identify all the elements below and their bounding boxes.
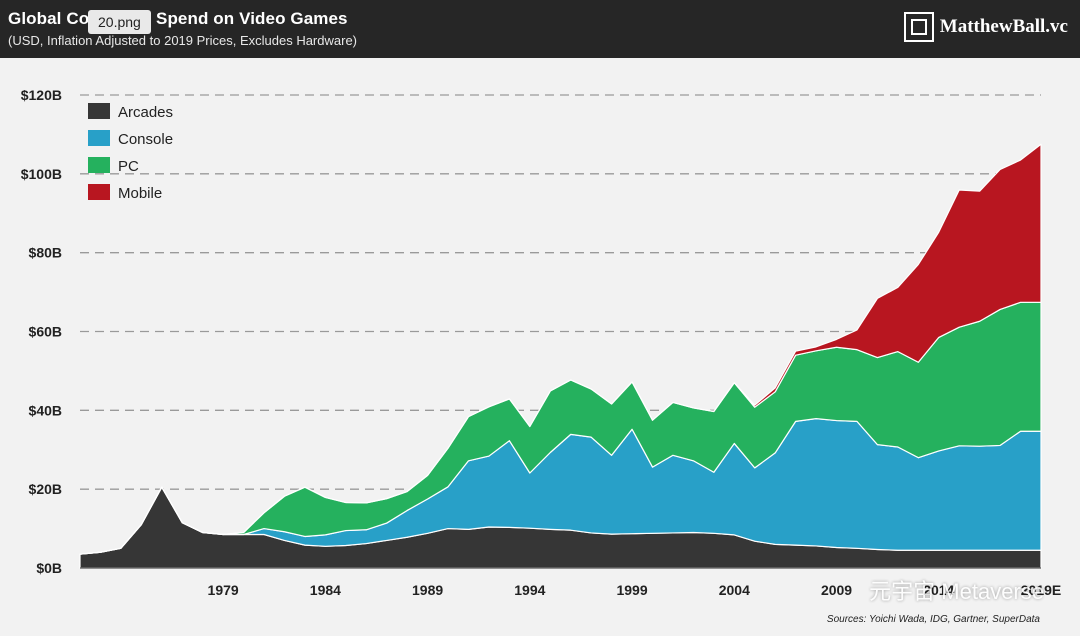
watermark: 元宇宙 Metaverse xyxy=(869,579,1044,604)
x-tick-label: 1989 xyxy=(412,582,443,598)
x-tick-label: 1999 xyxy=(616,582,647,598)
chart-header: Global Consumer Spend on Video Games (US… xyxy=(0,0,1080,58)
sources-note: Sources: Yoichi Wada, IDG, Gartner, Supe… xyxy=(826,614,1040,625)
legend-label-console: Console xyxy=(118,131,173,148)
y-tick-label: $0B xyxy=(36,560,62,576)
brand-name: MatthewBall.vc xyxy=(939,16,1068,37)
x-tick-label: 2019E xyxy=(1021,582,1061,598)
legend-label-pc: PC xyxy=(118,158,139,175)
square-frame-logo-icon xyxy=(903,12,934,42)
file-name-tab[interactable]: 20.png xyxy=(88,10,151,34)
legend-label-arcades: Arcades xyxy=(118,104,173,121)
brand: MatthewBall.vc xyxy=(903,12,1068,42)
legend-label-mobile: Mobile xyxy=(118,185,162,202)
y-tick-label: $80B xyxy=(29,245,62,261)
x-tick-label: 2004 xyxy=(719,582,750,598)
x-tick-label: 2009 xyxy=(821,582,852,598)
x-tick-label: 2014 xyxy=(923,582,954,598)
y-tick-label: $100B xyxy=(21,166,62,182)
x-tick-label: 1994 xyxy=(514,582,545,598)
legend-swatch-console xyxy=(88,130,110,146)
y-tick-label: $20B xyxy=(29,481,62,497)
stacked-area-chart: $0B $20B $40B $60B $80B $100B $120B 1979 1984 198… xyxy=(21,87,1062,598)
area-mobile xyxy=(79,143,1042,555)
chart-subtitle: (USD, Inflation Adjusted to 2019 Prices,… xyxy=(8,33,358,48)
y-tick-label: $40B xyxy=(29,402,62,418)
legend-swatch-mobile xyxy=(88,184,110,200)
chart-title: Global Consumer Spend on Video Games xyxy=(8,9,348,28)
legend-swatch-arcades xyxy=(88,103,110,119)
legend-swatch-pc xyxy=(88,157,110,173)
x-tick-label: 1979 xyxy=(208,582,239,598)
y-tick-label: $120B xyxy=(21,87,62,103)
x-tick-label: 1984 xyxy=(310,582,341,598)
y-tick-label: $60B xyxy=(29,324,62,340)
